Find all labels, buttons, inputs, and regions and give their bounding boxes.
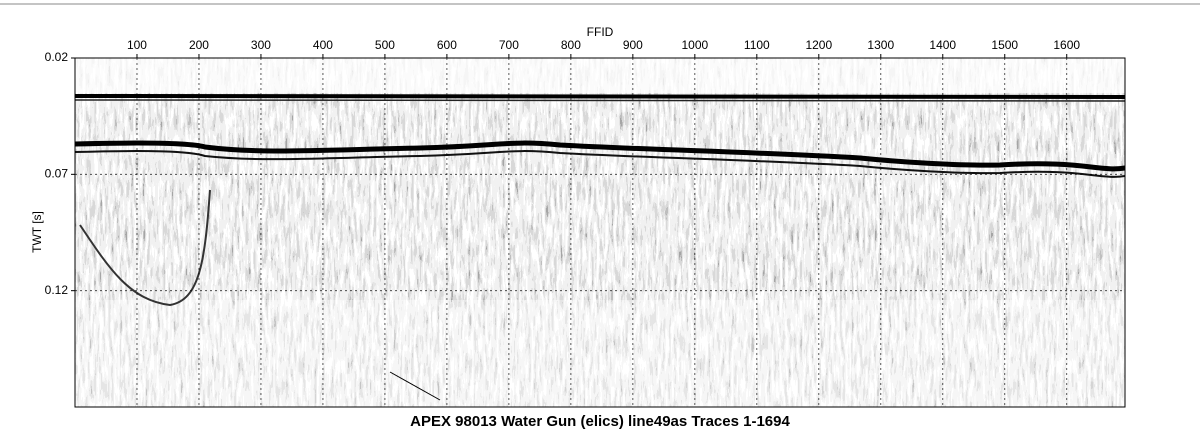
y-tick-label: 0.07: [45, 167, 69, 181]
x-tick-label: 300: [251, 38, 271, 52]
x-tick-label: 1000: [681, 38, 708, 52]
x-tick-label: 600: [437, 38, 457, 52]
x-tick-label: 500: [375, 38, 395, 52]
y-tick-label: 0.02: [45, 50, 69, 64]
x-tick-label: 800: [561, 38, 581, 52]
x-tick-label: 100: [127, 38, 147, 52]
x-tick-label: 200: [189, 38, 209, 52]
y-tick-label: 0.12: [45, 283, 69, 297]
chart-title: APEX 98013 Water Gun (elics) line49as Tr…: [410, 413, 790, 430]
x-tick-label: 1100: [744, 38, 770, 52]
x-tick-label: 400: [313, 38, 333, 52]
y-axis-label: TWT [s]: [30, 211, 44, 253]
x-tick-label: 1300: [867, 38, 894, 52]
x-tick-label: 700: [499, 38, 519, 52]
x-tick-label: 1600: [1053, 38, 1080, 52]
x-tick-label: 900: [623, 38, 643, 52]
x-tick-label: 1500: [991, 38, 1018, 52]
x-axis-label: FFID: [587, 25, 614, 39]
x-tick-label: 1200: [805, 38, 832, 52]
seismic-image: [75, 58, 1125, 407]
x-tick-label: 1400: [929, 38, 956, 52]
